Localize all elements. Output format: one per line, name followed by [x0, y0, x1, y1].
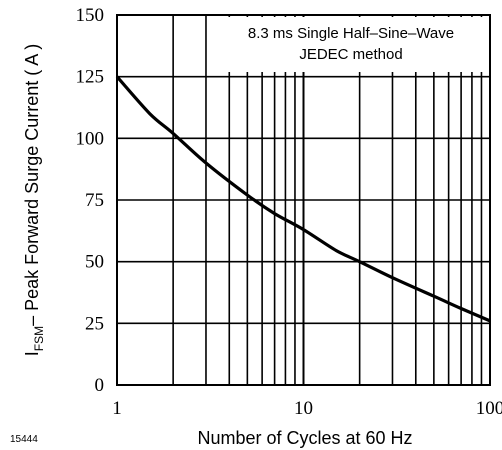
annotation-line-1: 8.3 ms Single Half–Sine–Wave	[248, 25, 454, 42]
annotation-box: 8.3 ms Single Half–Sine–Wave JEDEC metho…	[214, 17, 488, 72]
y-tick-label: 50	[85, 252, 104, 273]
tick-labels: 0 25 50 75 100 125 150 1 10 100	[76, 5, 502, 419]
x-tick-label: 10	[294, 398, 313, 419]
x-tick-label: 100	[476, 398, 502, 419]
y-tick-label: 150	[76, 5, 105, 26]
y-tick-label: 25	[85, 313, 104, 334]
figure-id: 15444	[10, 434, 38, 445]
y-axis-label: IFSM– Peak Forward Surge Current ( A )	[22, 44, 46, 356]
surge-current-curve	[115, 75, 491, 323]
grid-lines	[117, 15, 490, 385]
annotation-background	[214, 17, 488, 72]
y-tick-label: 75	[85, 190, 104, 211]
annotation-line-2: JEDEC method	[299, 46, 402, 63]
y-tick-label: 100	[76, 128, 105, 149]
x-axis-label: Number of Cycles at 60 Hz	[197, 428, 412, 448]
plot-frame	[116, 14, 491, 386]
series-layer	[115, 75, 491, 323]
y-tick-label: 125	[76, 67, 105, 88]
y-axis-label-subscript: FSM	[32, 326, 46, 351]
y-tick-label: 0	[95, 375, 105, 396]
y-axis-label-rest: – Peak Forward Surge Current ( A )	[22, 44, 42, 326]
y-axis-label-prefix: I	[22, 351, 42, 356]
x-tick-label: 1	[112, 398, 122, 419]
